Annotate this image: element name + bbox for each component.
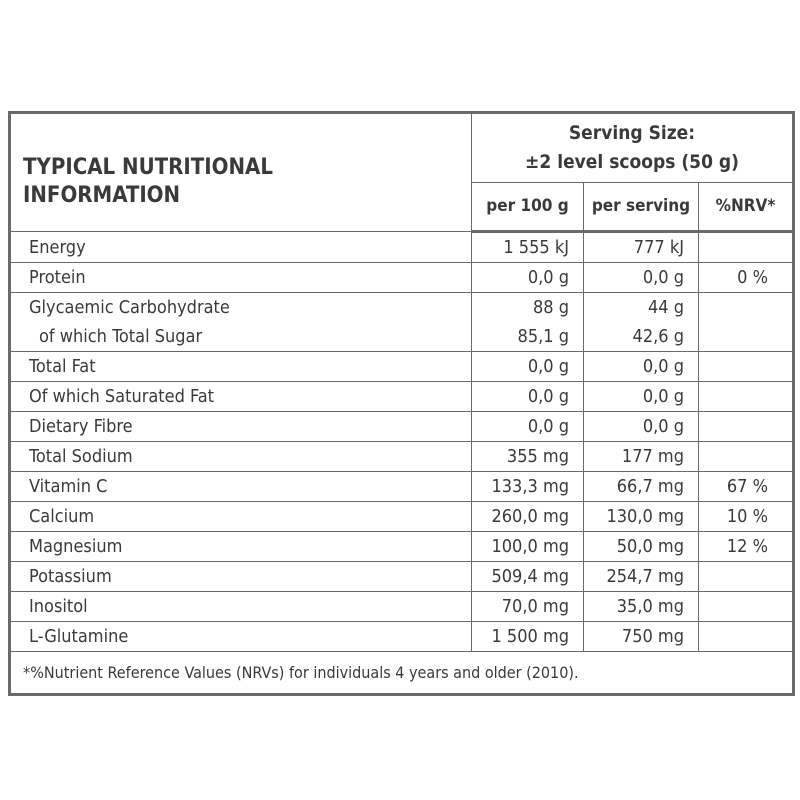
cell: Glycaemic Carbohydrate of which Total Sug… <box>9 292 472 352</box>
cell: 0,0 g <box>471 351 584 382</box>
cell: Total Fat <box>9 351 472 382</box>
cell: Calcium <box>9 501 472 532</box>
nutrient-row: Total Sodium 355 mg 177 mg <box>9 441 795 472</box>
cell: 0,0 g <box>583 411 699 442</box>
cell: Protein <box>9 262 472 293</box>
cell: 0,0 g <box>583 262 699 293</box>
cell <box>697 231 795 263</box>
footnote: *%Nutrient Reference Values (NRVs) for i… <box>8 651 795 695</box>
cell-text: 88 g <box>532 297 569 318</box>
cell: 777 kJ <box>583 231 699 263</box>
column-header-row: per 100 g per serving %NRV* <box>10 182 795 233</box>
nutrient-row: Potassium 509,4 mg 254,7 mg <box>9 561 795 592</box>
nutrient-row: Energy 1 555 kJ 777 kJ <box>9 231 795 263</box>
cell: 130,0 mg <box>583 501 699 532</box>
cell: Magnesium <box>9 531 472 562</box>
cell-text: of which Total Sugar <box>39 326 203 347</box>
cell <box>697 351 795 382</box>
cell <box>697 411 795 442</box>
cell <box>697 441 795 472</box>
cell: Total Sodium <box>9 441 472 472</box>
table: TYPICAL NUTRITIONAL INFORMATION Serving … <box>8 111 796 696</box>
cell-text: 44 g <box>647 297 684 318</box>
column-header: %NRV* <box>697 182 795 233</box>
cell: 1 555 kJ <box>471 231 584 263</box>
nutrient-row: Of which Saturated Fat 0,0 g 0,0 g <box>9 381 795 412</box>
cell: Inositol <box>9 591 472 622</box>
serving-line: Serving Size: <box>568 122 696 144</box>
cell: 0,0 g <box>471 411 584 442</box>
cell: 100,0 mg <box>471 531 584 562</box>
nutrient-row: Dietary Fibre 0,0 g 0,0 g <box>9 411 795 442</box>
cell: 0,0 g <box>471 262 584 293</box>
serving-line: ±2 level scoops (50 g) <box>525 151 739 173</box>
cell <box>697 621 795 652</box>
nutrient-row: Magnesium 100,0 mg 50,0 mg 12 % <box>9 531 795 562</box>
cell: 509,4 mg <box>471 561 584 592</box>
cell: 70,0 mg <box>471 591 584 622</box>
cell: 67 % <box>697 471 795 502</box>
cell: 12 % <box>697 531 795 562</box>
cell: 133,3 mg <box>471 471 584 502</box>
cell: 0 % <box>697 262 795 293</box>
nutrient-row: Calcium 260,0 mg 130,0 mg 10 % <box>9 501 795 532</box>
nutrient-row: Vitamin C 133,3 mg 66,7 mg 67 % <box>9 471 795 502</box>
nutrition-table: TYPICAL NUTRITIONAL INFORMATION Serving … <box>8 111 796 696</box>
cell: Of which Saturated Fat <box>9 381 472 412</box>
cell: 0,0 g <box>583 351 699 382</box>
cell: Dietary Fibre <box>9 411 472 442</box>
cell-text: 42,6 g <box>632 326 684 347</box>
header-row: TYPICAL NUTRITIONAL INFORMATION Serving … <box>9 112 795 232</box>
cell: 10 % <box>697 501 795 532</box>
cell: Vitamin C <box>9 471 472 502</box>
cell: L-Glutamine <box>9 621 472 652</box>
cell: 260,0 mg <box>471 501 584 532</box>
cell: Energy <box>9 231 472 263</box>
nutrient-row: Glycaemic Carbohydrate of which Total Sug… <box>9 292 795 352</box>
cell: 0,0 g <box>583 381 699 412</box>
cell: 35,0 mg <box>583 591 699 622</box>
cell: 50,0 mg <box>583 531 699 562</box>
cell: 1 500 mg <box>471 621 584 652</box>
nutrient-row: L-Glutamine 1 500 mg 750 mg <box>9 621 795 652</box>
table-title: TYPICAL NUTRITIONAL INFORMATION <box>9 112 472 232</box>
column-header: per 100 g <box>471 182 584 233</box>
cell: 88 g 85,1 g <box>471 292 584 352</box>
column-header: per serving <box>583 182 699 233</box>
cell: 254,7 mg <box>583 561 699 592</box>
cell: 355 mg <box>471 441 584 472</box>
cell: 66,7 mg <box>583 471 699 502</box>
cell <box>697 561 795 592</box>
cell <box>697 591 795 622</box>
nutrient-row: Total Fat 0,0 g 0,0 g <box>9 351 795 382</box>
cell-text: 85,1 g <box>517 326 569 347</box>
cell: 177 mg <box>583 441 699 472</box>
cell <box>697 292 795 352</box>
cell: 44 g 42,6 g <box>583 292 699 352</box>
cell: Potassium <box>9 561 472 592</box>
nutrient-row: Inositol 70,0 mg 35,0 mg <box>9 591 795 622</box>
serving-size: Serving Size: ±2 level scoops (50 g) <box>470 112 795 183</box>
footnote-row: *%Nutrient Reference Values (NRVs) for i… <box>8 651 795 695</box>
cell <box>697 381 795 412</box>
cell: 750 mg <box>583 621 699 652</box>
cell: 0,0 g <box>471 381 584 412</box>
cell-text: Glycaemic Carbohydrate <box>29 297 230 318</box>
